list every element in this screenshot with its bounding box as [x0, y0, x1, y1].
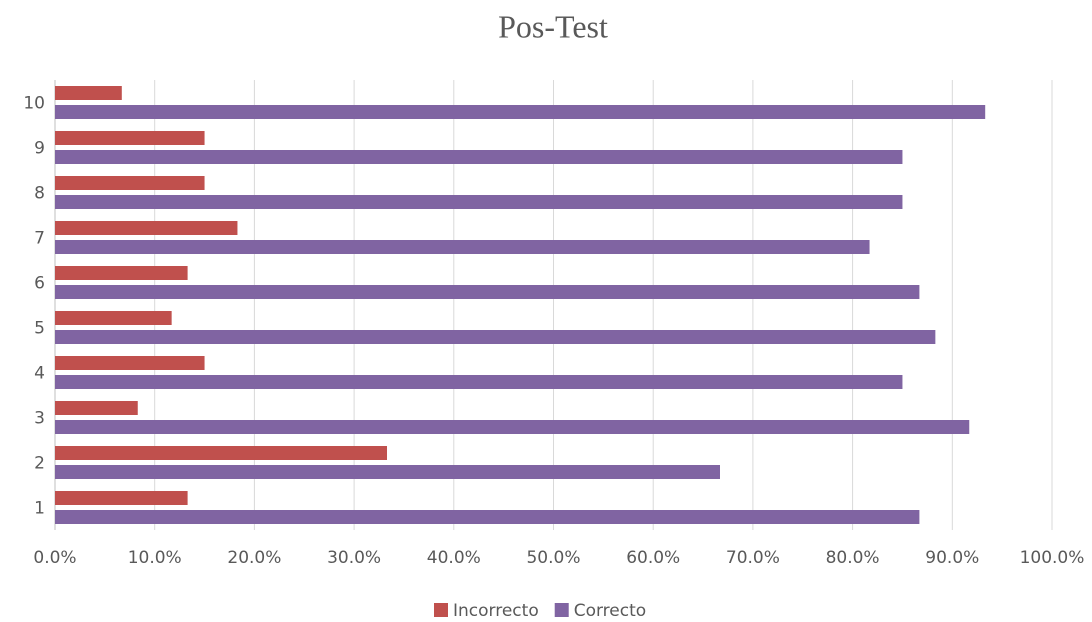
bar: [55, 176, 205, 190]
legend-swatch: [434, 603, 448, 617]
x-tick-label: 90.0%: [925, 548, 979, 568]
bar: [55, 446, 388, 460]
bar: [55, 105, 986, 119]
bar: [55, 266, 188, 280]
x-tick-label: 50.0%: [526, 548, 580, 568]
x-tick-label: 40.0%: [427, 548, 481, 568]
bar: [55, 131, 205, 145]
bar: [55, 401, 138, 415]
legend-swatch: [554, 603, 569, 617]
x-tick-label: 30.0%: [327, 548, 381, 568]
bar: [55, 465, 720, 479]
y-tick-label: 2: [34, 454, 45, 474]
bar: [55, 150, 903, 164]
y-tick-label: 1: [34, 499, 45, 519]
bar: [55, 311, 172, 325]
x-tick-label: 0.0%: [33, 548, 76, 568]
bar: [55, 420, 970, 434]
y-tick-label: 6: [34, 274, 45, 294]
y-tick-label: 3: [34, 409, 45, 429]
bar: [55, 86, 122, 100]
x-tick-label: 70.0%: [726, 548, 780, 568]
bar: [55, 375, 903, 389]
bar: [55, 221, 238, 235]
chart-title: Pos-Test: [498, 8, 608, 44]
bar: [55, 240, 870, 254]
bar: [55, 330, 936, 344]
bar: [55, 285, 920, 299]
x-tick-label: 20.0%: [227, 548, 281, 568]
bar: [55, 491, 188, 505]
legend-label: Correcto: [574, 601, 646, 621]
y-tick-label: 8: [34, 184, 45, 204]
x-tick-label: 80.0%: [826, 548, 880, 568]
y-tick-label: 7: [34, 229, 45, 249]
bar: [55, 356, 205, 370]
legend-label: Incorrecto: [453, 601, 539, 621]
y-tick-label: 10: [23, 94, 45, 114]
x-tick-label: 10.0%: [128, 548, 182, 568]
bar: [55, 510, 920, 524]
x-tick-label: 60.0%: [626, 548, 680, 568]
x-tick-label: 100.0%: [1020, 548, 1085, 568]
bar: [55, 195, 903, 209]
y-tick-label: 5: [34, 319, 45, 339]
y-tick-label: 9: [34, 139, 45, 159]
y-tick-label: 4: [34, 364, 45, 384]
